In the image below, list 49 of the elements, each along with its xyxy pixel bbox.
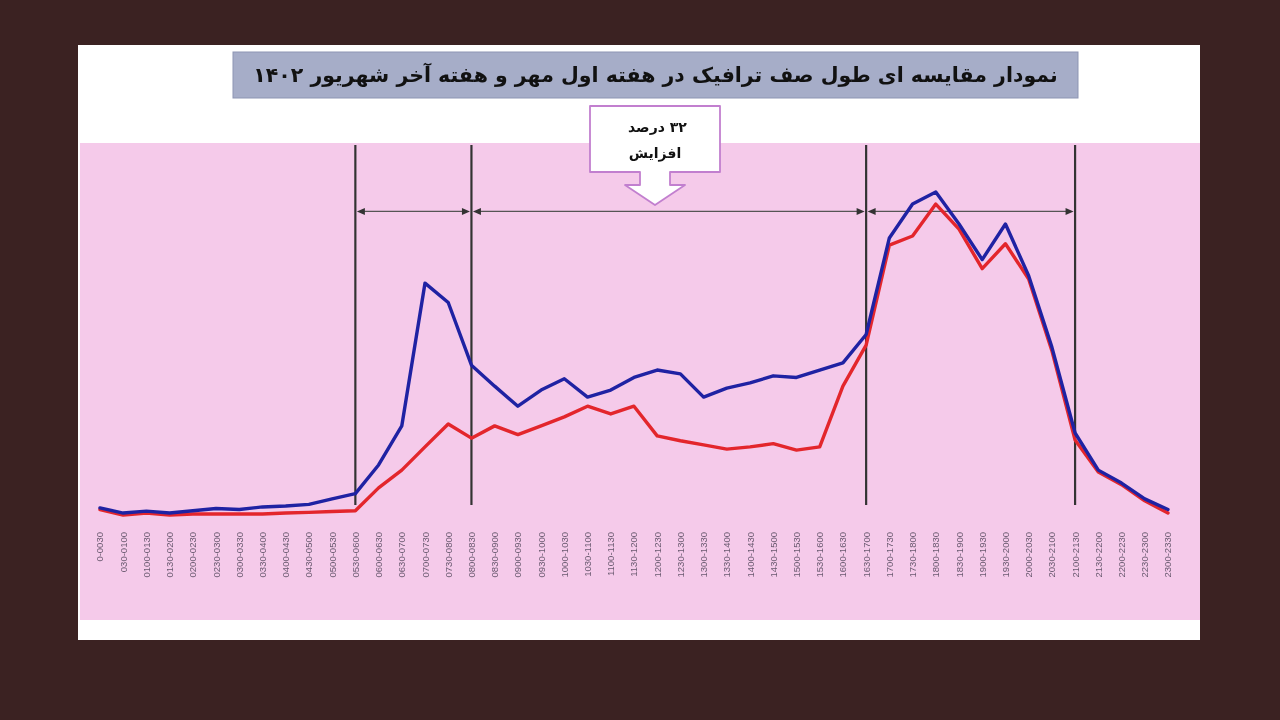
x-tick-label: 1230-1300 bbox=[674, 532, 686, 578]
x-tick-label: 2300-2330 bbox=[1162, 532, 1174, 578]
x-tick-label: 1400-1430 bbox=[744, 532, 756, 578]
x-tick-label: 0-0030 bbox=[94, 532, 106, 562]
x-tick-label: 0100-0130 bbox=[140, 532, 152, 578]
x-tick-label: 0730-0800 bbox=[442, 532, 454, 578]
x-tick-label: 1630-1700 bbox=[860, 532, 872, 578]
x-tick-label: 2230-2300 bbox=[1139, 532, 1151, 578]
x-tick-label: 0400-0430 bbox=[280, 532, 292, 578]
x-tick-label: 0900-0930 bbox=[512, 532, 524, 578]
x-tick-label: 1330-1400 bbox=[721, 532, 733, 578]
x-tick-label: 1130-1200 bbox=[628, 532, 640, 577]
x-tick-label: 1930-2000 bbox=[999, 532, 1011, 578]
x-tick-label: 0130-0200 bbox=[164, 532, 176, 578]
x-tick-label: 2200-2230 bbox=[1116, 532, 1128, 578]
x-tick-label: 2130-2200 bbox=[1092, 532, 1104, 578]
x-tick-label: 0200-0230 bbox=[187, 532, 199, 578]
x-tick-label: 1100-1130 bbox=[605, 532, 617, 577]
x-tick-label: 1430-1500 bbox=[767, 532, 779, 578]
x-tick-label: 0300-0330 bbox=[233, 532, 245, 578]
x-tick-label: 1830-1900 bbox=[953, 532, 965, 578]
x-tick-label: 1730-1800 bbox=[907, 532, 919, 578]
x-tick-label: 0830-0900 bbox=[489, 532, 501, 578]
x-tick-label: 0800-0830 bbox=[465, 532, 477, 578]
x-tick-label: 2030-2100 bbox=[1046, 532, 1058, 578]
x-tick-label: 1800-1830 bbox=[930, 532, 942, 578]
x-tick-label: 1530-1600 bbox=[814, 532, 826, 578]
x-tick-label: 1900-1930 bbox=[976, 532, 988, 578]
x-tick-label: 0430-0500 bbox=[303, 532, 315, 578]
x-tick-label: 2000-2030 bbox=[1023, 532, 1035, 578]
x-tick-label: 1600-1630 bbox=[837, 532, 849, 578]
x-tick-label: 030-0100 bbox=[117, 532, 129, 573]
x-tick-label: 1700-1730 bbox=[883, 532, 895, 578]
x-tick-label: 1000-1030 bbox=[558, 532, 570, 578]
x-tick-label: 1500-1530 bbox=[790, 532, 802, 578]
x-tick-label: 0700-0730 bbox=[419, 532, 431, 578]
x-tick-label: 0500-0530 bbox=[326, 532, 338, 578]
chart-title: نمودار مقایسه ای طول صف ترافیک در هفته اول مهر و هفته آخر شهریور ۱۴۰۲ bbox=[253, 62, 1058, 87]
x-tick-label: 1030-1100 bbox=[582, 532, 594, 577]
text: ۳۲ درصد افزایش bbox=[623, 119, 688, 162]
x-tick-label: 0330-0400 bbox=[256, 532, 268, 578]
x-tick-label: 0930-1000 bbox=[535, 532, 547, 578]
x-tick-label: 0230-0300 bbox=[210, 532, 222, 578]
x-tick-label: 0600-0630 bbox=[373, 532, 385, 578]
x-tick-label: 1200-1230 bbox=[651, 532, 663, 578]
x-tick-label: 1300-1330 bbox=[698, 532, 710, 578]
x-tick-label: 2100-2130 bbox=[1069, 532, 1081, 578]
x-tick-label: 0530-0600 bbox=[349, 532, 361, 578]
x-tick-label: 0630-0700 bbox=[396, 532, 408, 578]
